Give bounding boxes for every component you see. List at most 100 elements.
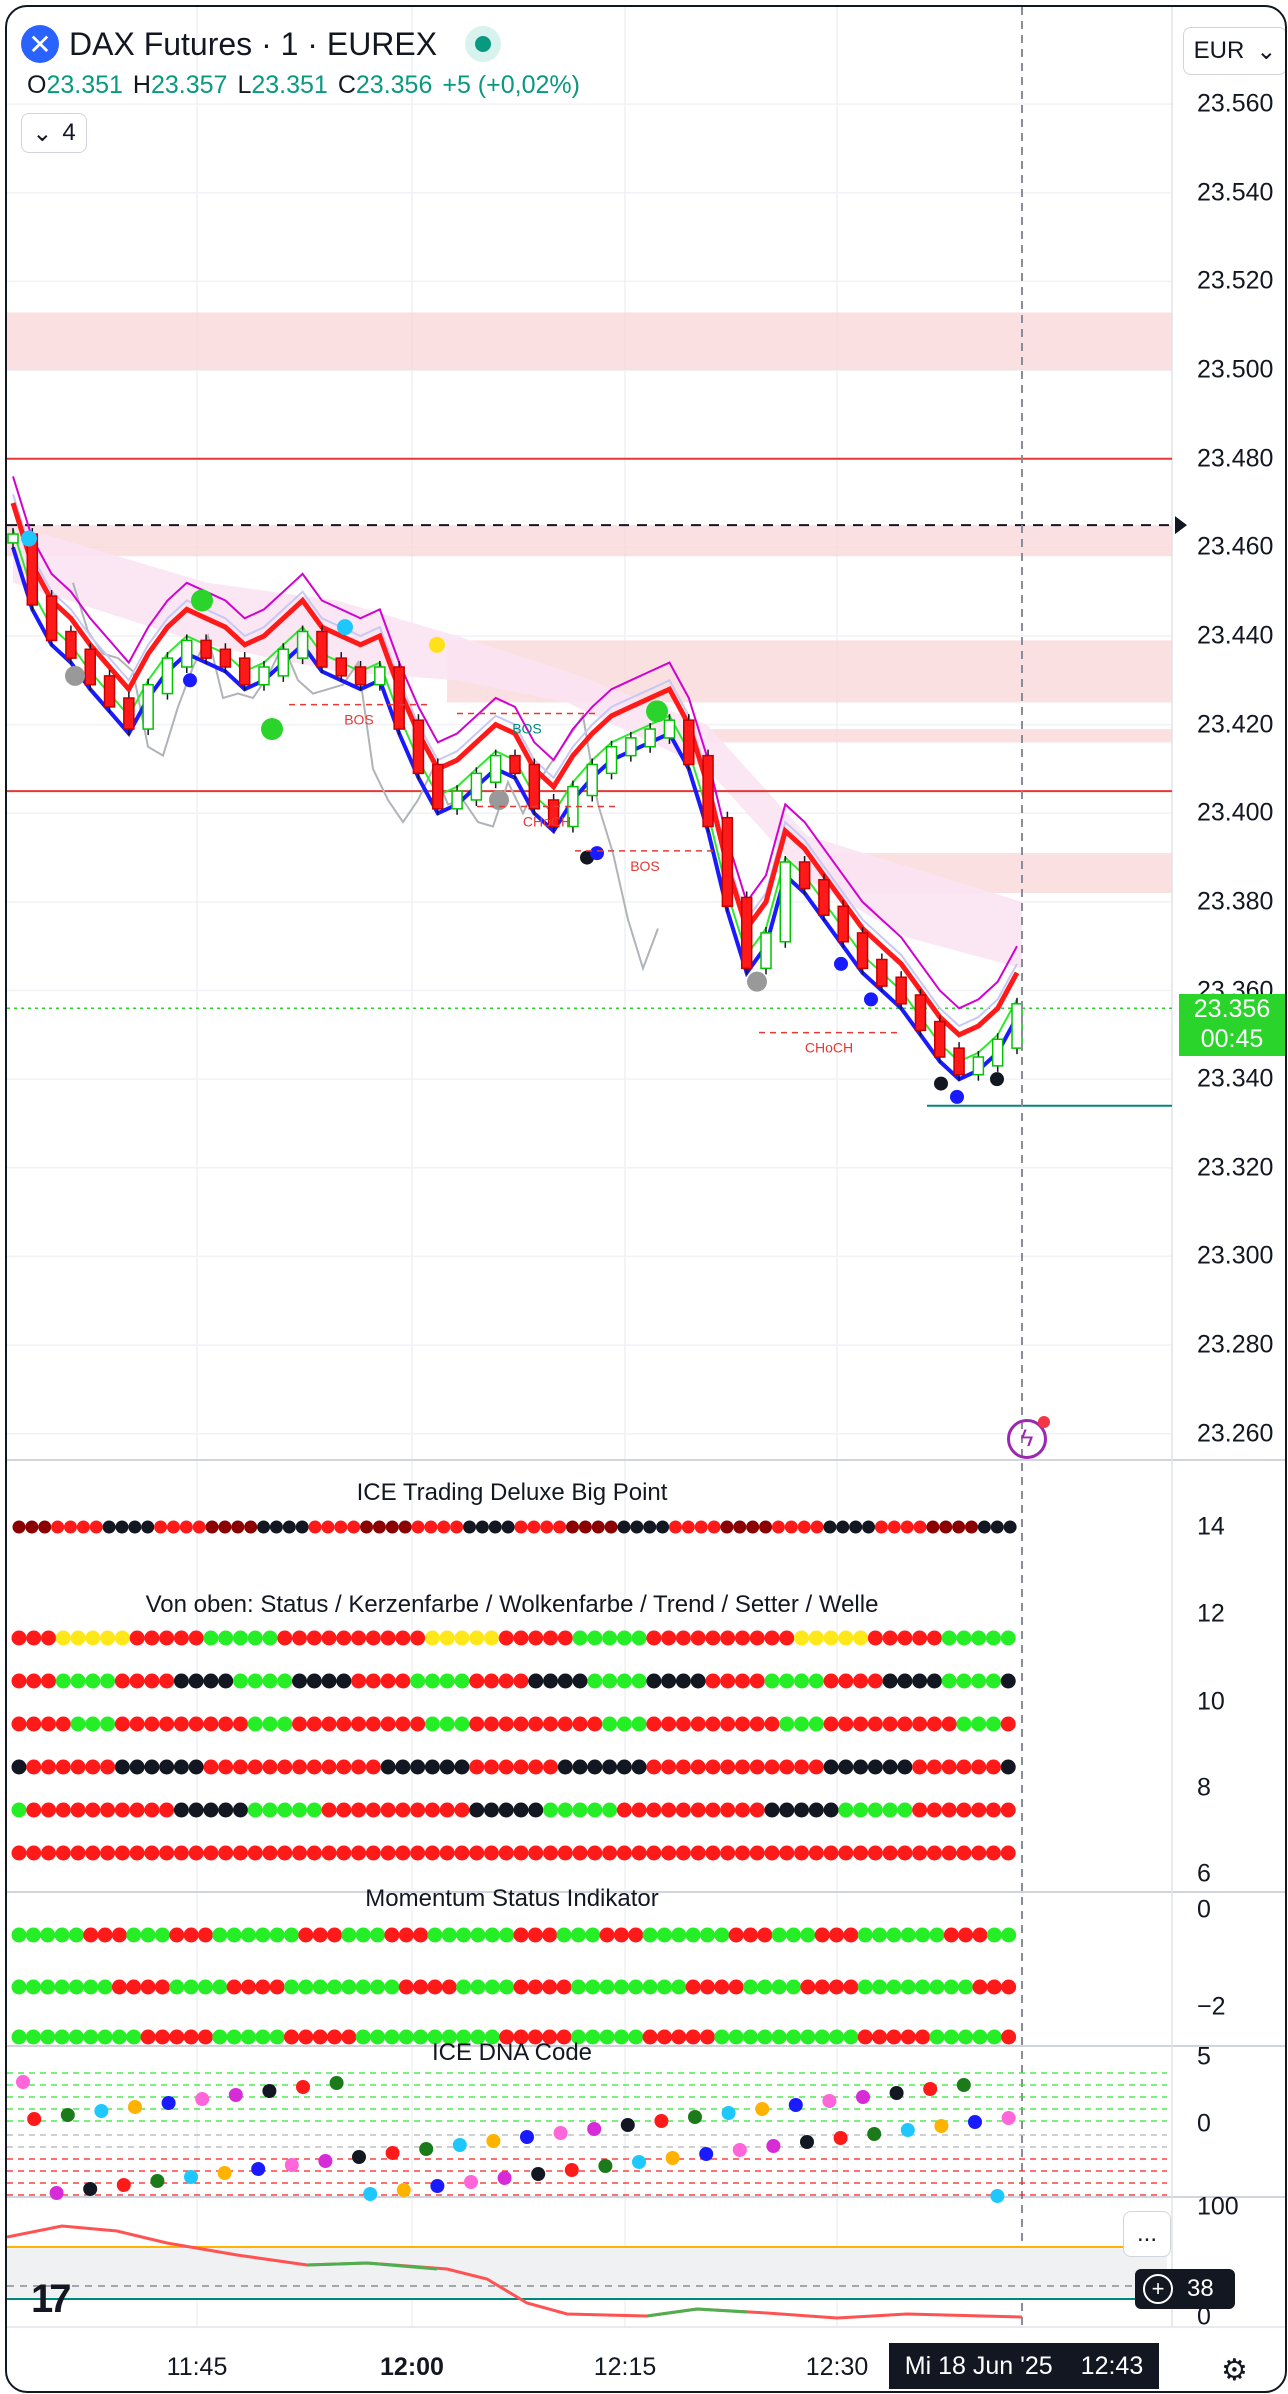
status-dot bbox=[646, 1759, 662, 1775]
big-point-dot bbox=[771, 1520, 785, 1534]
momentum-dot bbox=[226, 2029, 242, 2045]
add-alert-button[interactable]: + 38 bbox=[1135, 2269, 1235, 2309]
supply-zone bbox=[7, 525, 1172, 557]
status-dot bbox=[838, 1630, 854, 1646]
status-dot bbox=[114, 1630, 130, 1646]
status-dot bbox=[395, 1802, 411, 1818]
big-point-dot bbox=[656, 1520, 670, 1534]
momentum-dot bbox=[226, 1979, 242, 1995]
symbol-header[interactable]: ✕ DAX Futures · 1 · EUREX bbox=[21, 21, 502, 67]
status-dot bbox=[720, 1759, 736, 1775]
big-point-dot bbox=[321, 1520, 335, 1534]
big-point-dot bbox=[913, 1520, 927, 1534]
status-dot bbox=[705, 1802, 721, 1818]
big-point-dot bbox=[385, 1520, 399, 1534]
status-dot bbox=[292, 1802, 308, 1818]
status-dot bbox=[483, 1673, 499, 1689]
momentum-dot bbox=[943, 1979, 959, 1995]
status-dot bbox=[336, 1802, 352, 1818]
status-dot bbox=[11, 1716, 27, 1732]
dna-dot bbox=[128, 2100, 142, 2114]
status-dot bbox=[262, 1802, 278, 1818]
momentum-dot bbox=[126, 1979, 142, 1995]
candle bbox=[547, 799, 560, 828]
status-dot bbox=[85, 1759, 101, 1775]
status-dot bbox=[528, 1716, 544, 1732]
dna-dot bbox=[665, 2151, 680, 2165]
supply-zone bbox=[707, 729, 1172, 743]
settings-gear-icon[interactable]: ⚙ bbox=[1221, 2354, 1248, 2387]
more-options-button[interactable]: ... bbox=[1123, 2211, 1171, 2257]
momentum-dot bbox=[527, 1979, 543, 1995]
status-dot bbox=[365, 1845, 381, 1861]
status-dot bbox=[498, 1630, 514, 1646]
status-dot bbox=[897, 1759, 913, 1775]
status-dot bbox=[956, 1759, 972, 1775]
dna-dot bbox=[419, 2142, 434, 2156]
open-label: O bbox=[27, 71, 47, 99]
momentum-dot bbox=[499, 1979, 515, 1995]
status-dot bbox=[926, 1630, 942, 1646]
momentum-dot bbox=[742, 1979, 758, 1995]
momentum-dot bbox=[240, 1927, 256, 1943]
arrow-marker bbox=[1175, 516, 1187, 535]
status-title: Von oben: Status / Kerzenfarbe / Wolkenf… bbox=[145, 1591, 879, 1618]
status-dot bbox=[926, 1759, 942, 1775]
symbol-title[interactable]: DAX Futures · 1 · EUREX bbox=[69, 25, 438, 62]
status-dot bbox=[218, 1630, 234, 1646]
momentum-dot bbox=[456, 2029, 472, 2045]
status-dot bbox=[321, 1673, 337, 1689]
status-dot bbox=[705, 1673, 721, 1689]
status-dot bbox=[853, 1759, 869, 1775]
status-dot bbox=[292, 1673, 308, 1689]
status-dot bbox=[232, 1673, 248, 1689]
currency-select[interactable]: EUR ⌄ bbox=[1183, 27, 1285, 75]
dna-dot bbox=[318, 2154, 333, 2168]
status-dot bbox=[616, 1845, 632, 1861]
status-dot bbox=[380, 1759, 396, 1775]
status-dot bbox=[144, 1630, 160, 1646]
status-dot bbox=[956, 1673, 972, 1689]
status-dot bbox=[926, 1802, 942, 1818]
status-dot bbox=[351, 1673, 367, 1689]
big-point-dot bbox=[205, 1520, 219, 1534]
status-tick: 8 bbox=[1197, 1773, 1211, 1802]
momentum-dot bbox=[986, 2029, 1002, 2045]
status-dot bbox=[159, 1759, 175, 1775]
status-dot bbox=[498, 1845, 514, 1861]
status-dot bbox=[971, 1802, 987, 1818]
big-point-dot bbox=[25, 1520, 39, 1534]
status-dot bbox=[867, 1716, 883, 1732]
big-point-dot bbox=[681, 1520, 695, 1534]
dna-dot bbox=[788, 2098, 803, 2112]
momentum-dot bbox=[183, 1979, 199, 1995]
momentum-dot bbox=[111, 2029, 127, 2045]
crosshair-date-label: Mi 18 Jun '25 12:43 bbox=[889, 2343, 1159, 2389]
status-dot bbox=[646, 1845, 662, 1861]
status-dot bbox=[365, 1759, 381, 1775]
status-dot bbox=[661, 1630, 677, 1646]
momentum-dot bbox=[384, 1979, 400, 1995]
dna-dot bbox=[688, 2110, 702, 2124]
status-dot bbox=[336, 1630, 352, 1646]
chart-canvas[interactable]: BOS CHoCH BOS CHoCH BOS bbox=[7, 7, 1285, 2391]
momentum-dot bbox=[900, 2029, 916, 2045]
status-dot bbox=[675, 1673, 691, 1689]
status-dot bbox=[232, 1759, 248, 1775]
candle bbox=[1011, 1003, 1023, 1049]
candle bbox=[876, 958, 888, 987]
dna-dot bbox=[284, 2158, 299, 2172]
momentum-dot bbox=[915, 2029, 931, 2045]
status-dot bbox=[956, 1845, 972, 1861]
status-dot bbox=[557, 1673, 573, 1689]
close-value: 23.356 bbox=[355, 71, 433, 99]
momentum-dot bbox=[68, 1927, 84, 1943]
status-dot bbox=[602, 1673, 618, 1689]
flash-alert-icon[interactable]: ϟ bbox=[1007, 1416, 1050, 1459]
status-dot bbox=[616, 1716, 632, 1732]
status-dot bbox=[764, 1630, 780, 1646]
indicators-toggle-button[interactable]: ⌄ 4 bbox=[21, 113, 87, 153]
status-dot bbox=[779, 1716, 795, 1732]
big-point-tick: 14 bbox=[1197, 1512, 1225, 1541]
momentum-dot bbox=[958, 2029, 974, 2045]
